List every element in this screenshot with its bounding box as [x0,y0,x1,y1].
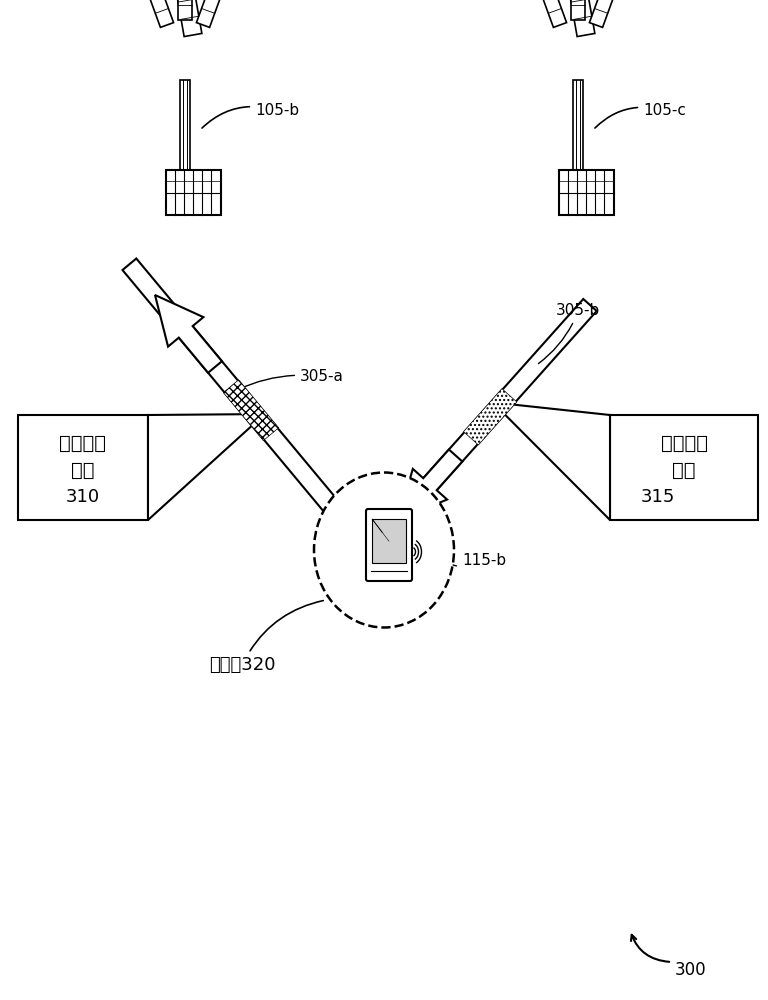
Text: 105-b: 105-b [202,103,299,128]
Text: 上行链路: 上行链路 [59,434,107,452]
Bar [610,415,758,520]
Bar [165,170,220,215]
Polygon shape [398,450,462,520]
Polygon shape [365,299,597,556]
Text: 115-b: 115-b [445,553,506,568]
Polygon shape [148,414,266,520]
Polygon shape [197,0,230,27]
Ellipse shape [314,473,454,628]
Polygon shape [533,0,567,27]
Text: 数据: 数据 [71,460,94,480]
Polygon shape [140,0,174,27]
Text: 315: 315 [641,488,675,506]
Polygon shape [155,295,222,373]
Polygon shape [464,389,517,445]
Text: 自干扚320: 自干扚320 [209,601,323,674]
Polygon shape [172,0,202,37]
Text: 305-b: 305-b [538,303,601,364]
Polygon shape [178,0,192,20]
Polygon shape [589,0,623,27]
Polygon shape [223,380,279,441]
Text: 305-a: 305-a [237,369,344,390]
Text: 下行链路: 下行链路 [660,434,707,452]
Bar [180,80,190,170]
Text: 数据: 数据 [672,460,696,480]
Bar [372,519,406,563]
Polygon shape [565,0,595,37]
Bar [573,80,583,170]
Text: 300: 300 [674,961,706,979]
Bar [558,170,614,215]
Text: 310: 310 [66,488,100,506]
Bar [18,415,148,520]
Text: 105-c: 105-c [595,103,686,128]
FancyBboxPatch shape [366,509,412,581]
Polygon shape [571,0,585,20]
Polygon shape [491,402,610,520]
Polygon shape [122,259,362,541]
